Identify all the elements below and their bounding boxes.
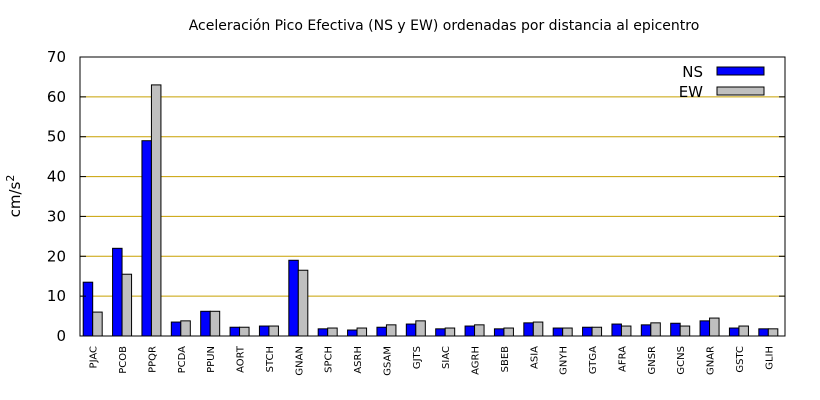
- x-category-label: ASIA: [529, 346, 540, 369]
- legend-label: EW: [679, 83, 703, 101]
- bar-ew: [679, 325, 691, 337]
- bar-ns: [405, 323, 417, 337]
- y-ticks: 0 10 20 30 40 50 60 70: [47, 48, 785, 345]
- chart-title: Aceleración Pico Efectiva (NS y EW) orde…: [189, 18, 700, 34]
- y-axis-label-base: cm/s: [6, 181, 24, 217]
- bar-ns: [523, 322, 534, 337]
- plot-frame: [79, 56, 786, 337]
- bar-ns: [758, 328, 769, 337]
- bar-ew: [709, 317, 720, 337]
- y-axis-label: cm/s2: [4, 175, 24, 218]
- bar-ew: [562, 327, 573, 337]
- bar-ew: [532, 321, 544, 337]
- x-category-label: AFRA: [617, 346, 628, 372]
- x-category-label: AORT: [236, 345, 247, 373]
- legend-swatch: [716, 86, 765, 96]
- y-tick-label: 20: [47, 247, 66, 265]
- bar-ew: [474, 324, 485, 337]
- x-category-label: GNYH: [559, 346, 570, 375]
- bar-ew: [738, 325, 749, 337]
- x-category-label: SIAC: [441, 346, 452, 369]
- x-category-label: PCOB: [118, 346, 129, 374]
- y-tick-label: 40: [47, 168, 66, 186]
- x-category-label: GNAR: [706, 346, 717, 375]
- bar-ew: [356, 327, 368, 337]
- x-category-label: PCDA: [177, 346, 188, 374]
- bar-ns: [640, 324, 652, 337]
- x-category-label: GLIH: [764, 346, 775, 370]
- bar-ew: [327, 327, 338, 337]
- bar-ns: [699, 320, 711, 337]
- gridlines: [80, 96, 785, 297]
- x-categories: PJAC PCOB PPQR PCDA PPUN AORT STCH GNAN SPCH ASRH…: [89, 345, 776, 376]
- legend-label: NS: [682, 63, 703, 81]
- bar-ew: [650, 322, 661, 337]
- x-category-label: SPCH: [324, 346, 335, 373]
- y-tick-label: 70: [47, 48, 66, 66]
- bar-ew: [503, 327, 514, 337]
- x-category-label: GCNS: [676, 346, 687, 375]
- x-category-label: GSTC: [735, 346, 746, 373]
- legend: NS EW: [679, 63, 765, 101]
- x-category-label: PJAC: [89, 346, 100, 368]
- bar-ns: [112, 247, 123, 337]
- bar-ns: [582, 326, 593, 337]
- bar-ew: [767, 328, 779, 337]
- bar-ew: [150, 84, 162, 337]
- x-category-label: STCH: [265, 346, 276, 372]
- bar-ns: [347, 329, 358, 337]
- bar-ns: [435, 328, 446, 337]
- x-category-label: GJTS: [412, 346, 423, 369]
- bar-ew: [92, 311, 103, 337]
- x-category-label: AGRH: [471, 346, 482, 375]
- bar-ew: [239, 326, 250, 337]
- bar-ns: [317, 328, 329, 337]
- y-tick-label: 0: [56, 327, 66, 345]
- bar-ew: [209, 310, 221, 337]
- bar-ew: [268, 325, 279, 337]
- bar-ew: [297, 269, 309, 337]
- bar-ew: [121, 273, 133, 337]
- bars: [82, 84, 779, 337]
- x-category-label: PPUN: [206, 346, 217, 373]
- bar-ns: [493, 328, 505, 337]
- y-tick-label: 30: [47, 207, 66, 225]
- x-category-label: ASRH: [353, 346, 364, 374]
- y-tick-label: 10: [47, 287, 66, 305]
- bar-ew: [385, 324, 397, 337]
- bar-ns: [258, 325, 270, 337]
- y-tick-label: 60: [47, 88, 66, 106]
- bar-ns: [229, 326, 241, 337]
- bar-ns: [552, 327, 564, 337]
- y-tick-label: 50: [47, 128, 66, 146]
- x-category-label: SBEB: [500, 346, 511, 373]
- x-category-label: GNAN: [294, 346, 305, 376]
- bar-ns: [82, 281, 94, 337]
- bar-ns: [200, 310, 211, 337]
- bar-ns: [141, 140, 152, 337]
- bar-ns: [376, 326, 387, 337]
- bar-ns: [728, 327, 740, 337]
- bar-ns: [170, 321, 182, 337]
- bar-ew: [620, 325, 632, 337]
- bar-ns: [611, 323, 622, 337]
- bar-ew: [444, 327, 456, 337]
- x-category-label: GSAM: [382, 346, 393, 376]
- bar-ew: [180, 320, 191, 337]
- x-category-label: PPQR: [147, 346, 158, 373]
- bar-ns: [288, 259, 299, 337]
- x-category-label: GTGA: [588, 346, 599, 374]
- bar-ew: [415, 320, 426, 337]
- y-axis-label-exponent: 2: [4, 175, 17, 182]
- bar-ew: [591, 326, 603, 337]
- x-category-label: GNSR: [647, 346, 658, 375]
- legend-swatch: [716, 66, 765, 76]
- bar-ns: [464, 325, 476, 337]
- bar-ns: [670, 322, 681, 337]
